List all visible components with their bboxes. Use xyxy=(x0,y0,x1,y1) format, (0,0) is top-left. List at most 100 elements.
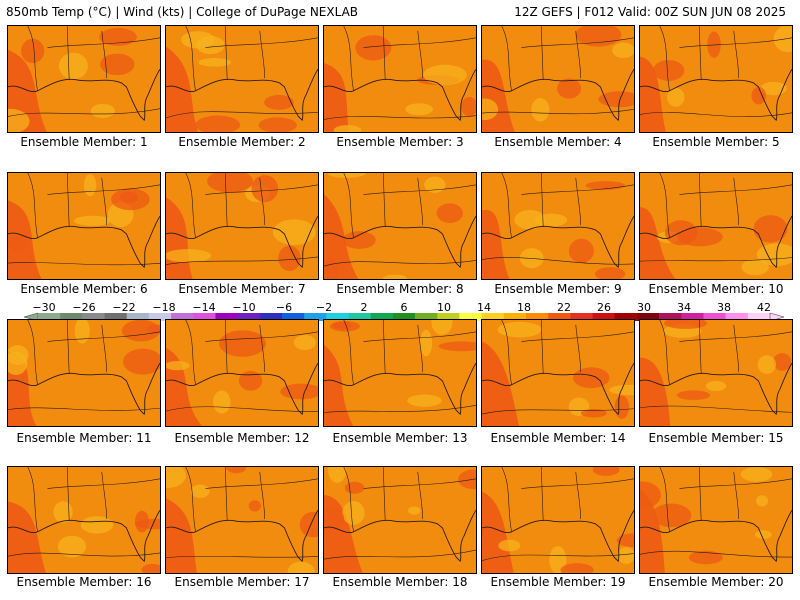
cool-patch xyxy=(73,215,112,226)
state-borders xyxy=(501,26,634,91)
state-borders xyxy=(659,320,792,385)
warm-patch xyxy=(664,320,708,329)
temperature-field-map xyxy=(166,467,318,573)
isotherm-contour xyxy=(324,115,476,120)
warm-patch xyxy=(195,115,241,132)
warm-region xyxy=(324,344,354,426)
temperature-field-map xyxy=(640,467,792,573)
cool-patch xyxy=(74,320,90,344)
temperature-field-map xyxy=(640,320,792,426)
temperature-field-map xyxy=(324,467,476,573)
warm-patch xyxy=(580,408,607,418)
colorbar-swatch xyxy=(370,313,394,321)
warm-patch xyxy=(616,533,634,548)
warm-patch xyxy=(258,117,297,132)
ensemble-member-label: Ensemble Member: 17 xyxy=(174,575,310,589)
warm-patch xyxy=(575,26,622,47)
colorbar-tick-label: −14 xyxy=(192,303,215,314)
warm-patch xyxy=(614,395,630,419)
isotherm-contour xyxy=(482,109,634,115)
cool-patch xyxy=(198,57,232,67)
isotherm-contour xyxy=(166,111,318,119)
cool-patch xyxy=(754,530,772,539)
cool-patch xyxy=(190,484,210,499)
cool-patch xyxy=(166,467,187,488)
warm-patch xyxy=(141,563,160,573)
warm-patch xyxy=(332,321,352,330)
cool-patch xyxy=(342,500,365,525)
cool-patch xyxy=(58,52,88,80)
ensemble-map-panel xyxy=(165,319,319,427)
temperature-colorbar: −30 −26 −22 −18 −14 −10 −6 −2 2 6 10 14 18 22 26 30 34 38… xyxy=(24,303,784,322)
isotherm-contour xyxy=(640,257,792,262)
temperature-field-map xyxy=(166,173,318,279)
ensemble-map-panel xyxy=(481,172,635,280)
warm-patch xyxy=(753,215,788,243)
warm-region xyxy=(166,498,198,573)
colorbar-swatch xyxy=(215,313,238,321)
temperature-field-map xyxy=(166,320,318,426)
cool-patch xyxy=(213,390,231,414)
colorbar-tick-label: −22 xyxy=(112,303,135,314)
colorbar-tick-label: 30 xyxy=(637,303,651,314)
warm-patch xyxy=(226,467,247,474)
cool-patch xyxy=(272,219,316,246)
colorbar-swatch xyxy=(725,313,749,321)
ensemble-map-panel xyxy=(165,466,319,574)
warm-patch xyxy=(707,31,721,58)
ensemble-member-label: Ensemble Member: 11 xyxy=(16,431,152,445)
isotherm-contour xyxy=(8,262,160,266)
isotherm-contour xyxy=(324,549,476,560)
cool-patch xyxy=(407,394,442,407)
cool-patch xyxy=(757,355,777,374)
colorbar-swatch xyxy=(415,313,438,321)
ensemble-member-label: Ensemble Member: 12 xyxy=(174,431,310,445)
header-valid-time: 12Z GEFS | F012 Valid: 00Z SUN JUN 08 20… xyxy=(514,5,786,19)
ensemble-map-panel xyxy=(323,25,477,133)
cool-patch xyxy=(181,31,215,49)
temperature-field-map xyxy=(482,467,634,573)
cool-patch xyxy=(423,64,467,86)
isotherm-contour xyxy=(640,111,792,117)
cool-patch xyxy=(408,506,421,515)
ensemble-member-label: Ensemble Member: 7 xyxy=(178,282,306,296)
warm-patch xyxy=(355,35,392,61)
colorbar-swatch xyxy=(259,313,283,321)
colorbar-tick-label: 6 xyxy=(401,303,408,314)
warm-patch xyxy=(344,481,365,494)
warm-patch xyxy=(100,53,135,76)
warm-patch xyxy=(592,467,620,477)
ensemble-member-label: Ensemble Member: 14 xyxy=(490,431,626,445)
state-borders xyxy=(343,173,476,238)
ensemble-map-panel xyxy=(165,25,319,133)
cool-patch xyxy=(8,108,30,132)
ensemble-map-panel xyxy=(323,319,477,427)
colorbar-tick-label: 34 xyxy=(677,303,691,314)
temperature-field-map xyxy=(8,173,160,279)
cool-patch xyxy=(482,98,499,121)
ensemble-map-panel xyxy=(7,172,161,280)
warm-patch xyxy=(207,173,254,193)
isotherm-contour xyxy=(324,404,476,413)
warm-patch xyxy=(280,383,318,400)
state-borders xyxy=(27,173,160,238)
warm-patch xyxy=(21,38,45,64)
colorbar-swatch xyxy=(104,313,128,321)
ensemble-member-label: Ensemble Member: 18 xyxy=(332,575,468,589)
state-borders xyxy=(343,320,476,385)
warm-patch xyxy=(460,96,476,117)
ensemble-member-label: Ensemble Member: 10 xyxy=(648,282,784,296)
warm-patch xyxy=(8,234,29,252)
temperature-field-map xyxy=(640,26,792,132)
ensemble-map-panel xyxy=(7,319,161,427)
cool-patch xyxy=(293,334,316,351)
ensemble-map-panel xyxy=(481,466,635,574)
warm-patch xyxy=(751,86,767,105)
colorbar-swatch xyxy=(459,313,482,321)
cool-patch xyxy=(756,495,769,507)
state-borders xyxy=(343,26,476,91)
warm-region xyxy=(482,491,514,573)
temperature-field-map xyxy=(324,320,476,426)
warm-region xyxy=(482,209,510,279)
warm-patch xyxy=(676,390,711,400)
